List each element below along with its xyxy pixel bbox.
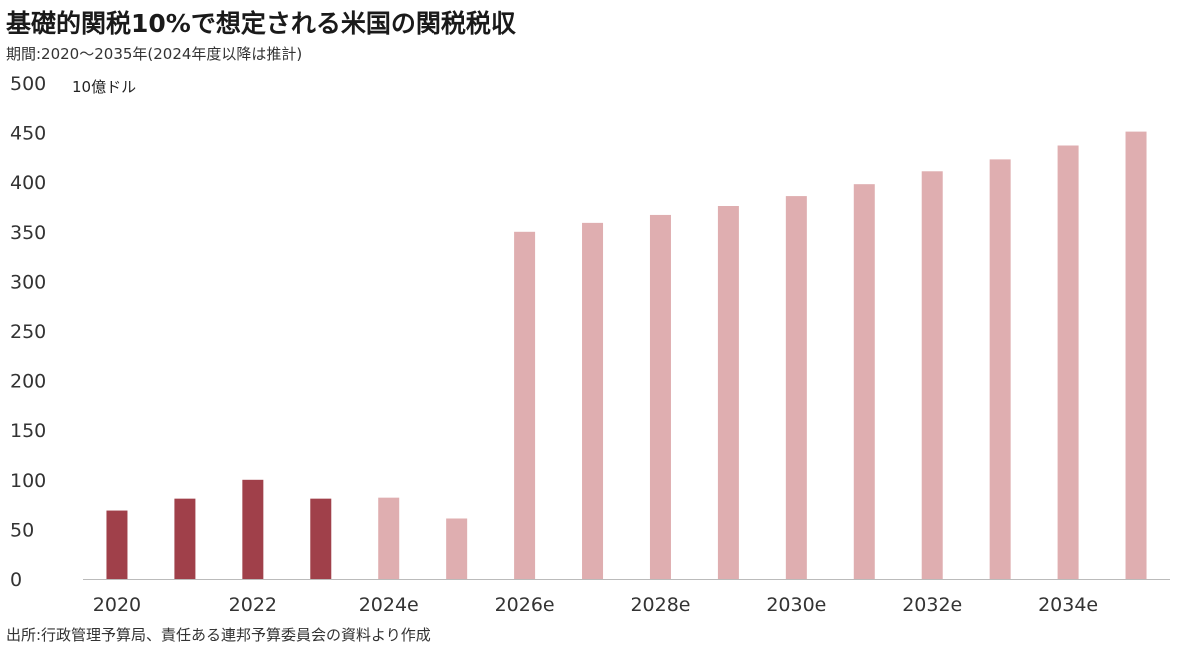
bar-2028e [649,214,671,579]
y-tick-label: 0 [10,569,22,591]
bar-2025e [446,518,468,579]
source-note: 出所:行政管理予算局、責任ある連邦予算委員会の資料より作成 [6,626,431,644]
y-axis-unit-label: 10億ドル [72,78,137,96]
y-tick-label: 450 [10,123,46,145]
x-tick-label: 2034e [1038,594,1098,616]
y-tick-label: 200 [10,371,46,393]
x-tick-label: 2024e [359,594,419,616]
bar-2029e [717,206,739,579]
bar-2030e [785,196,807,579]
bar-2031e [853,184,875,579]
bar-2023 [310,498,332,579]
chart-title: 基礎的関税10%で想定される米国の関税税収 [6,9,516,38]
bar-2027e [582,222,604,579]
x-tick-label: 2022 [229,594,277,616]
bar-2021 [174,498,196,579]
chart-subtitle: 期間:2020〜2035年(2024年度以降は推計) [6,45,303,63]
bar-2022 [242,479,264,579]
y-tick-label: 500 [10,73,46,95]
bar-2026e [514,231,536,580]
bar-2020 [106,510,128,579]
bar-2024e [378,497,400,579]
x-tick-label: 2032e [902,594,962,616]
x-tick-label: 2026e [495,594,555,616]
bar-2035e [1125,131,1147,579]
y-tick-label: 350 [10,222,46,244]
y-tick-label: 50 [10,519,34,541]
y-tick-label: 300 [10,271,46,293]
x-tick-label: 2030e [766,594,826,616]
bar-2033e [989,159,1011,579]
y-tick-label: 400 [10,172,46,194]
bar-2034e [1057,145,1079,579]
bars [106,131,1147,580]
x-axis-ticks: 2020 2022 2024e 2026e 2028e 2030e 2032e 2034e [93,594,1098,616]
x-tick-label: 2028e [630,594,690,616]
x-tick-label: 2020 [93,594,141,616]
y-tick-label: 100 [10,470,46,492]
y-axis-ticks: 0 50 100 150 200 250 300 350 400 450 500 [10,73,46,591]
y-tick-label: 250 [10,321,46,343]
bar-2032e [921,171,943,579]
y-tick-label: 150 [10,420,46,442]
